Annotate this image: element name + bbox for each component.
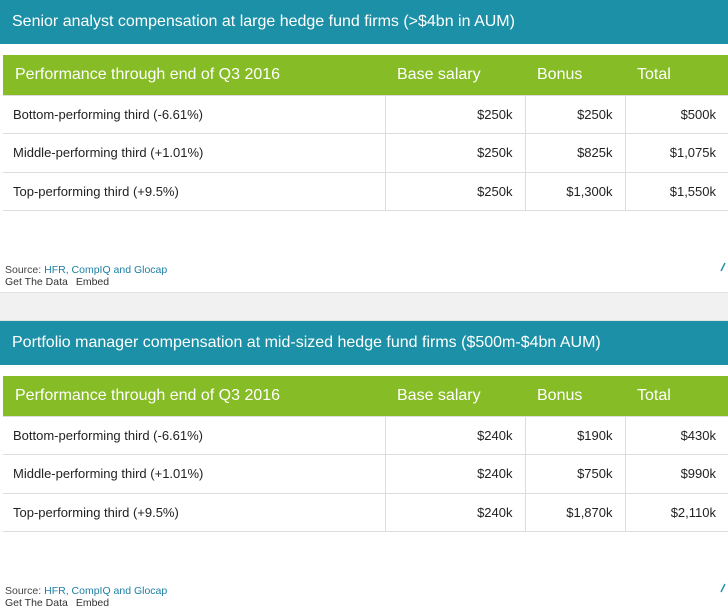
source-link[interactable]: HFR, CompIQ and Glocap <box>44 264 168 276</box>
table-row: Bottom-performing third (-6.61%) $250k $… <box>3 94 728 134</box>
compensation-panel-portfolio-manager: Portfolio manager compensation at mid-si… <box>0 321 728 616</box>
embed-link[interactable]: Embed <box>75 597 110 609</box>
get-the-data-link[interactable]: Get The Data <box>5 276 68 288</box>
row-label: Top-performing third (+9.5%) <box>3 172 386 211</box>
base-salary-cell: $250k <box>385 133 526 173</box>
footer-links: Get The Data Embed <box>5 276 117 288</box>
compensation-table: Performance through end of Q3 2016 Base … <box>3 55 728 211</box>
row-label: Bottom-performing third (-6.61%) <box>3 94 386 134</box>
bonus-cell: $750k <box>525 454 626 494</box>
panel-separator <box>0 292 728 321</box>
row-label: Bottom-performing third (-6.61%) <box>3 415 386 455</box>
base-salary-cell: $240k <box>385 454 526 494</box>
total-cell: $1,075k <box>625 133 728 173</box>
table-title: Portfolio manager compensation at mid-si… <box>0 321 728 365</box>
header-performance: Performance through end of Q3 2016 <box>3 55 385 95</box>
header-total: Total <box>625 55 728 95</box>
table-row: Middle-performing third (+1.01%) $240k $… <box>3 454 728 494</box>
base-salary-cell: $240k <box>385 415 526 455</box>
base-salary-cell: $240k <box>385 493 526 532</box>
base-salary-cell: $250k <box>385 94 526 134</box>
bonus-cell: $1,300k <box>525 172 626 211</box>
bonus-cell: $250k <box>525 94 626 134</box>
bonus-cell: $825k <box>525 133 626 173</box>
source-line: Source: HFR, CompIQ and Glocap <box>5 585 167 597</box>
row-label: Middle-performing third (+1.01%) <box>3 454 386 494</box>
row-label: Middle-performing third (+1.01%) <box>3 133 386 173</box>
header-bonus: Bonus <box>525 376 625 416</box>
total-cell: $1,550k <box>625 172 728 211</box>
corner-logo-icon <box>720 583 726 593</box>
table-row: Bottom-performing third (-6.61%) $240k $… <box>3 415 728 455</box>
table-header-row: Performance through end of Q3 2016 Base … <box>3 55 728 95</box>
corner-logo-icon <box>720 262 726 272</box>
row-label: Top-performing third (+9.5%) <box>3 493 386 532</box>
base-salary-cell: $250k <box>385 172 526 211</box>
table-row: Top-performing third (+9.5%) $250k $1,30… <box>3 172 728 211</box>
source-line: Source: HFR, CompIQ and Glocap <box>5 264 167 276</box>
embed-link[interactable]: Embed <box>75 276 110 288</box>
bonus-cell: $1,870k <box>525 493 626 532</box>
get-the-data-link[interactable]: Get The Data <box>5 597 68 609</box>
table-row: Top-performing third (+9.5%) $240k $1,87… <box>3 493 728 532</box>
total-cell: $500k <box>625 94 728 134</box>
header-total: Total <box>625 376 728 416</box>
table-header-row: Performance through end of Q3 2016 Base … <box>3 376 728 416</box>
header-base-salary: Base salary <box>385 55 525 95</box>
table-title: Senior analyst compensation at large hed… <box>0 0 728 44</box>
source-label: Source: <box>5 585 45 597</box>
compensation-table: Performance through end of Q3 2016 Base … <box>3 376 728 532</box>
header-base-salary: Base salary <box>385 376 525 416</box>
bonus-cell: $190k <box>525 415 626 455</box>
compensation-panel-senior-analyst: Senior analyst compensation at large hed… <box>0 0 728 292</box>
total-cell: $2,110k <box>625 493 728 532</box>
total-cell: $430k <box>625 415 728 455</box>
total-cell: $990k <box>625 454 728 494</box>
source-link[interactable]: HFR, CompIQ and Glocap <box>44 585 168 597</box>
footer-links: Get The Data Embed <box>5 597 117 609</box>
header-bonus: Bonus <box>525 55 625 95</box>
table-row: Middle-performing third (+1.01%) $250k $… <box>3 133 728 173</box>
source-label: Source: <box>5 264 45 276</box>
header-performance: Performance through end of Q3 2016 <box>3 376 385 416</box>
